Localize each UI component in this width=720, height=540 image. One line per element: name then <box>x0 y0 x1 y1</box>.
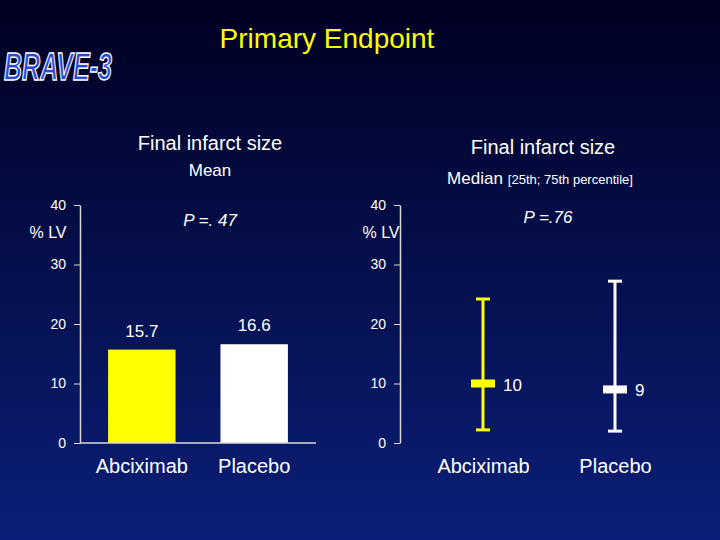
y-tick-mark <box>74 443 80 444</box>
y-tick-label: 0 <box>378 435 386 451</box>
data-label: 10 <box>503 376 522 395</box>
subtitle-text: Median <box>447 169 503 188</box>
background <box>0 0 720 540</box>
chart-title: Final infarct size <box>138 132 283 154</box>
slide: Primary Endpoint BRAVE-3 Final infarct siz… <box>0 0 720 540</box>
y-tick-mark <box>394 324 400 325</box>
y-axis-title: % LV <box>362 224 399 241</box>
y-tick-label: 40 <box>370 197 386 213</box>
slide-canvas: Primary Endpoint BRAVE-3 Final infarct siz… <box>0 0 720 540</box>
y-axis: 0 10 20 30 40 <box>370 197 400 451</box>
y-tick: 10 <box>370 375 400 391</box>
data-label: 9 <box>635 381 644 400</box>
y-tick-mark <box>394 265 400 266</box>
y-tick: 40 <box>370 197 400 213</box>
median-marker <box>471 380 495 388</box>
range-line <box>482 299 485 430</box>
y-tick-label: 30 <box>50 256 66 272</box>
range-cap-high <box>608 280 622 283</box>
x-tick-label: Abciximab <box>437 455 529 477</box>
y-tick: 10 <box>50 375 80 391</box>
bar <box>220 344 287 443</box>
y-tick: 20 <box>50 316 80 332</box>
y-tick-label: 10 <box>50 375 66 391</box>
y-axis-title: % LV <box>29 224 66 241</box>
y-tick-label: 40 <box>50 197 66 213</box>
chart-panel: Final infarct size Median [25th; 75th perc… <box>362 136 651 477</box>
x-axis: Abciximab Placebo <box>437 455 651 477</box>
x-tick-label: Placebo <box>579 455 651 477</box>
y-tick: 20 <box>370 316 400 332</box>
p-value: P =.76 <box>524 208 574 227</box>
chart-subtitle: Mean <box>189 161 232 180</box>
x-tick-label: Abciximab <box>96 455 188 477</box>
y-tick: 30 <box>370 256 400 272</box>
y-tick-mark <box>74 205 80 206</box>
y-tick-label: 20 <box>370 316 386 332</box>
y-tick-mark <box>74 384 80 385</box>
median-marker <box>603 385 627 393</box>
subtitle-note: [25th; 75th percentile] <box>508 172 633 187</box>
y-tick-mark <box>74 265 80 266</box>
bar <box>108 350 175 443</box>
y-tick: 0 <box>58 435 80 451</box>
data-label: 16.6 <box>238 316 271 335</box>
slide-title: Primary Endpoint <box>220 23 435 54</box>
data-label: 15.7 <box>125 322 158 341</box>
x-tick: Placebo <box>218 455 290 477</box>
x-tick-label: Placebo <box>218 455 290 477</box>
y-tick-label: 30 <box>370 256 386 272</box>
chart-subtitle: Median [25th; 75th percentile] <box>447 169 633 188</box>
chart-panel: Final infarct size Mean P =. 47 % LV 15.7 16.… <box>29 132 316 477</box>
x-tick: Abciximab <box>437 455 529 477</box>
plot-marks <box>471 281 627 431</box>
x-tick: Abciximab <box>96 455 188 477</box>
plot-marks <box>108 344 288 443</box>
range-cap-high <box>476 298 490 301</box>
x-axis-line <box>80 442 316 444</box>
p-value: P =. 47 <box>183 211 237 230</box>
chart-title: Final infarct size <box>471 136 616 158</box>
y-tick-mark <box>394 384 400 385</box>
logo: BRAVE-3 <box>4 46 112 88</box>
y-tick-label: 10 <box>370 375 386 391</box>
x-axis: Abciximab Placebo <box>80 443 316 477</box>
y-tick-mark <box>394 205 400 206</box>
y-tick-label: 20 <box>50 316 66 332</box>
y-tick: 0 <box>378 435 400 451</box>
y-tick-mark <box>394 443 400 444</box>
subtitle-text: Mean <box>189 161 232 180</box>
y-tick: 40 <box>50 197 80 213</box>
x-tick: Placebo <box>579 455 651 477</box>
range-line <box>614 281 617 431</box>
y-tick: 30 <box>50 256 80 272</box>
range-cap-low <box>608 430 622 433</box>
y-tick-mark <box>74 324 80 325</box>
y-tick-label: 0 <box>58 435 66 451</box>
y-axis: 0 10 20 30 40 <box>50 197 80 451</box>
range-cap-low <box>476 428 490 431</box>
